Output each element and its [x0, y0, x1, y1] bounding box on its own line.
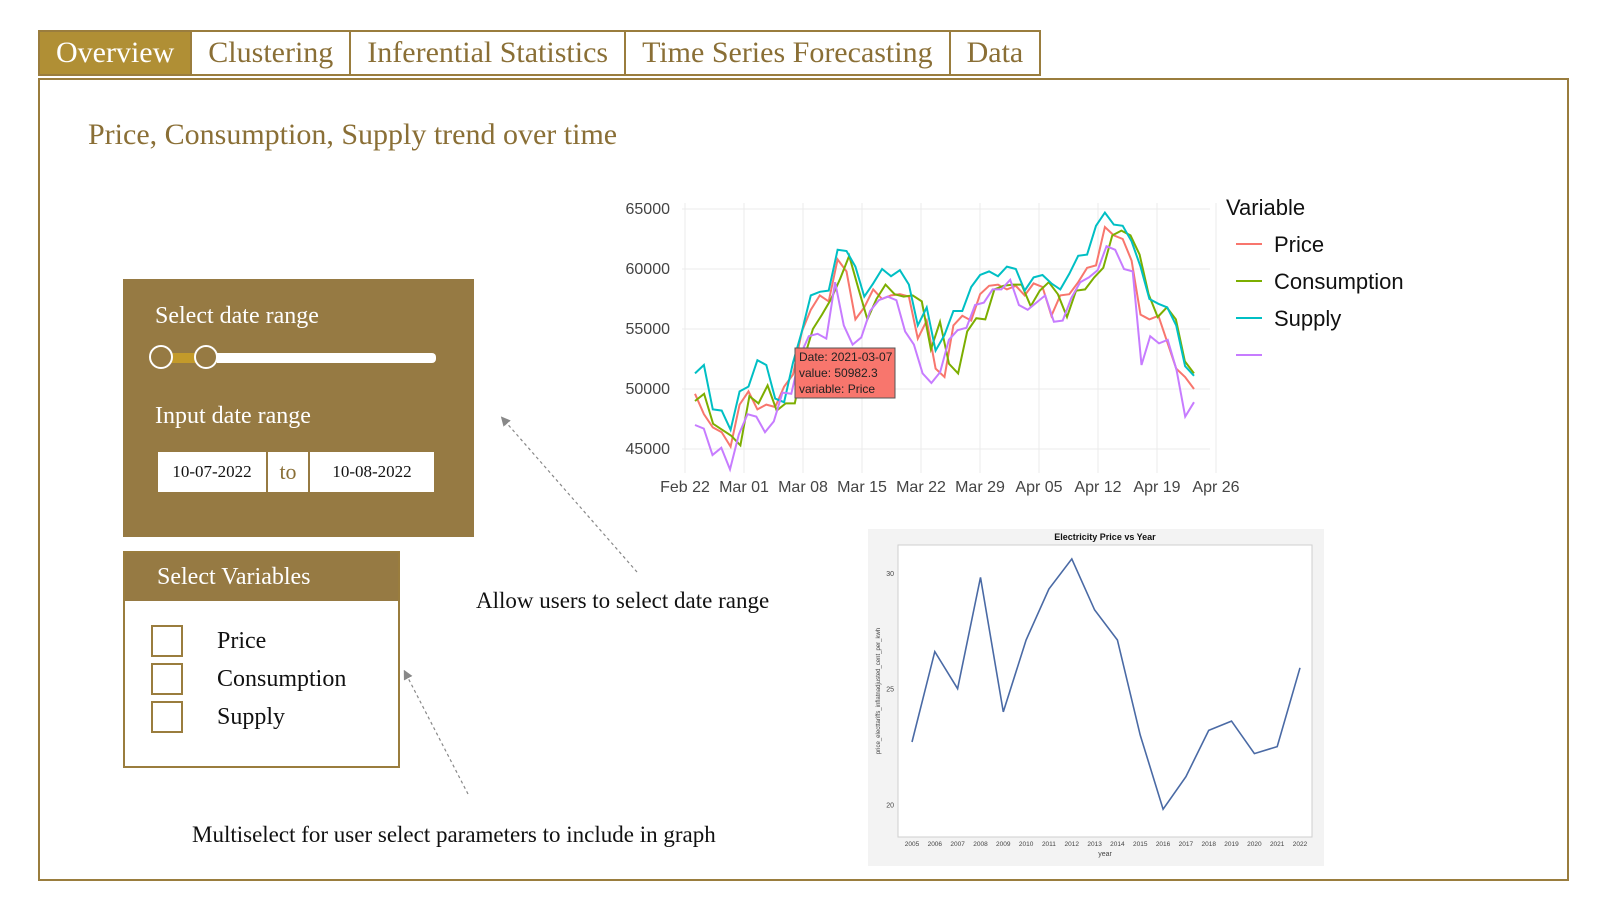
x-tick-label: 2019 — [1224, 841, 1239, 848]
x-tick-label: Mar 08 — [778, 479, 828, 496]
legend-label: Consumption — [1274, 269, 1404, 294]
x-tick-label: Mar 29 — [955, 479, 1005, 496]
checkbox-row-price: Price — [151, 624, 266, 658]
supply-checkbox[interactable] — [151, 701, 183, 733]
x-tick-label: 2010 — [1019, 841, 1034, 848]
date-range-slider[interactable] — [155, 353, 436, 363]
supply-checkbox-label: Supply — [217, 703, 286, 730]
y-tick-label: 25 — [886, 687, 894, 694]
date-range-box: Select date range Input date range 10-07… — [123, 279, 474, 537]
chart-tooltip: Date: 2021-03-07 value: 50982.3 variable: … — [794, 347, 896, 399]
x-tick-label: Apr 12 — [1074, 479, 1121, 496]
tooltip-date: Date: 2021-03-07 — [799, 350, 893, 364]
x-tick-label: 2015 — [1133, 841, 1148, 848]
x-tick-label: 2018 — [1201, 841, 1216, 848]
x-tick-label: 2016 — [1156, 841, 1171, 848]
x-tick-label: Apr 19 — [1133, 479, 1180, 496]
input-date-range-label: Input date range — [155, 403, 311, 429]
y-tick-label: 60000 — [626, 261, 671, 278]
tab-overview[interactable]: Overview — [38, 30, 191, 76]
tooltip-box — [794, 347, 896, 399]
x-tick-label: Mar 15 — [837, 479, 887, 496]
y-axis-label: price_electtariffs_inflatnadjusted_cent_… — [876, 628, 882, 754]
checkbox-row-consumption: Consumption — [151, 662, 346, 696]
slider-end-handle[interactable] — [194, 345, 218, 369]
x-tick-label: Mar 22 — [896, 479, 946, 496]
x-tick-label: 2020 — [1247, 841, 1262, 848]
consumption-checkbox-label: Consumption — [217, 665, 347, 692]
date-range-label: Select date range — [155, 303, 319, 329]
slider-fill — [167, 353, 217, 363]
x-tick-label: 2014 — [1110, 841, 1125, 848]
x-tick-label: Feb 22 — [660, 479, 710, 496]
price-checkbox-label: Price — [217, 627, 267, 654]
x-tick-label: 2011 — [1042, 841, 1056, 848]
x-tick-label: 2008 — [973, 841, 988, 848]
x-tick-label: 2022 — [1293, 841, 1308, 848]
y-tick-label: 20 — [886, 803, 894, 810]
tab-bar: Overview Clustering Inferential Statisti… — [38, 30, 1042, 78]
y-tick-label: 65000 — [626, 201, 671, 218]
x-axis-label: year — [1098, 851, 1112, 858]
series-line-price — [911, 557, 1301, 811]
tab-data[interactable]: Data — [948, 30, 1042, 76]
date-range-arrow — [500, 416, 638, 573]
x-tick-label: 2005 — [905, 841, 920, 848]
tab-time-series-forecasting[interactable]: Time Series Forecasting — [624, 30, 949, 76]
electricity-price-chart: Electricity Price vs Year 20 25 30 2005 2006 2… — [868, 529, 1324, 866]
trend-line-chart[interactable]: 45000 50000 55000 60000 65000 Feb 22 Mar 01 Mar… — [620, 195, 1480, 515]
x-tick-label: 2012 — [1065, 841, 1080, 848]
date-range-separator: to — [268, 452, 308, 492]
x-tick-label: Apr 05 — [1015, 479, 1062, 496]
plot-area — [897, 544, 1313, 838]
tab-clustering[interactable]: Clustering — [190, 30, 350, 76]
x-tick-label: 2021 — [1270, 841, 1285, 848]
series-line-supply — [694, 210, 1195, 433]
price-checkbox[interactable] — [151, 625, 183, 657]
legend-title: Variable — [1226, 195, 1305, 220]
legend-label: Supply — [1274, 306, 1341, 331]
x-tick-label: 2017 — [1179, 841, 1194, 848]
select-variables-header: Select Variables — [125, 553, 398, 601]
slider-start-handle[interactable] — [149, 345, 173, 369]
legend-label: Price — [1274, 232, 1324, 257]
y-tick-label: 50000 — [626, 381, 671, 398]
y-tick-label: 30 — [886, 571, 894, 578]
overview-panel — [38, 78, 1569, 881]
plot-background — [682, 203, 1210, 473]
page-title: Price, Consumption, Supply trend over ti… — [88, 118, 618, 151]
checkbox-row-supply: Supply — [151, 700, 285, 734]
x-tick-label: 2009 — [996, 841, 1011, 848]
date-range-note: Allow users to select date range — [476, 588, 770, 613]
y-tick-label: 55000 — [626, 321, 671, 338]
x-tick-label: 2013 — [1087, 841, 1102, 848]
chart-title: Electricity Price vs Year — [1054, 532, 1156, 542]
consumption-checkbox[interactable] — [151, 663, 183, 695]
x-tick-label: 2006 — [928, 841, 943, 848]
tooltip-variable: variable: Price — [799, 382, 875, 396]
y-tick-label: 45000 — [626, 441, 671, 458]
multiselect-note: Multiselect for user select parameters t… — [192, 822, 716, 847]
tooltip-value: value: 50982.3 — [799, 366, 878, 380]
end-date-input[interactable]: 10-08-2022 — [310, 452, 434, 492]
x-tick-label: 2007 — [950, 841, 965, 848]
x-tick-label: Mar 01 — [719, 479, 769, 496]
multiselect-arrow — [403, 669, 469, 795]
series-line-unnamed — [694, 244, 1195, 473]
start-date-input[interactable]: 10-07-2022 — [158, 452, 266, 492]
select-variables-box: Select Variables Price Consumption Suppl… — [123, 551, 400, 768]
tab-inferential-statistics[interactable]: Inferential Statistics — [349, 30, 625, 76]
x-tick-label: Apr 26 — [1192, 479, 1239, 496]
